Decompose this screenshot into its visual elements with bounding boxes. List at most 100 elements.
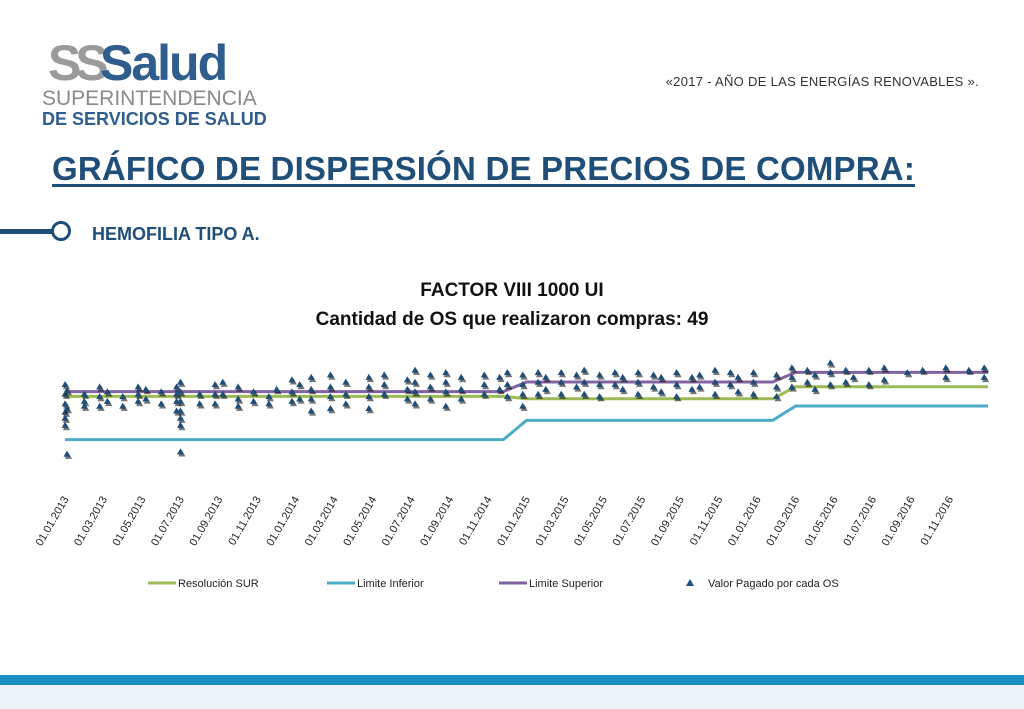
data-point — [157, 388, 165, 395]
data-point — [650, 371, 657, 378]
data-point — [61, 414, 69, 421]
year-motto: «2017 - AÑO DE LAS ENERGÍAS RENOVABLES »… — [665, 74, 979, 89]
data-point — [534, 369, 542, 376]
data-point — [634, 390, 642, 397]
data-point — [726, 369, 734, 376]
data-point — [307, 373, 315, 380]
data-point — [103, 397, 111, 404]
data-point — [650, 383, 657, 390]
data-point — [826, 359, 834, 366]
x-tick-label: 01.07.2013 — [149, 495, 187, 549]
data-point — [63, 450, 71, 457]
data-point — [750, 390, 757, 397]
data-point — [219, 378, 227, 385]
data-point — [673, 381, 680, 388]
data-point — [580, 366, 588, 373]
data-point — [234, 383, 242, 390]
data-point — [176, 414, 184, 421]
data-point — [61, 381, 69, 388]
x-tick-label: 01.07.2014 — [380, 495, 418, 549]
x-tick-label: 01.03.2016 — [764, 495, 802, 549]
line-limite-superior — [65, 370, 988, 394]
data-point — [403, 385, 411, 392]
data-point — [173, 383, 180, 390]
data-point — [596, 371, 603, 378]
data-point — [803, 366, 811, 373]
data-point — [326, 393, 334, 400]
data-point — [265, 393, 273, 400]
x-tick-label: 01.01.2015 — [495, 495, 533, 549]
data-point — [296, 381, 303, 388]
legend-marker — [686, 579, 694, 586]
data-point — [176, 397, 184, 404]
data-point — [307, 395, 315, 402]
x-tick-label: 01.09.2015 — [649, 495, 687, 549]
data-point — [711, 378, 719, 385]
data-point — [234, 402, 242, 409]
data-point — [696, 383, 703, 390]
data-point — [865, 381, 873, 388]
data-point — [865, 366, 873, 373]
data-point — [573, 383, 580, 390]
data-point — [380, 381, 388, 388]
footer-bar — [0, 675, 1024, 685]
data-point — [380, 390, 388, 397]
data-point — [196, 390, 204, 397]
data-point — [142, 395, 150, 402]
data-point — [403, 395, 411, 402]
data-point — [696, 371, 703, 378]
data-point — [296, 395, 303, 402]
logo-word: Salud — [100, 35, 228, 91]
data-point — [503, 393, 511, 400]
data-point — [557, 369, 565, 376]
data-point — [442, 402, 450, 409]
data-point — [63, 387, 71, 394]
data-point — [442, 369, 450, 376]
data-point — [842, 378, 850, 385]
data-point — [657, 388, 665, 395]
data-point — [307, 407, 315, 414]
x-tick-label: 01.09.2013 — [188, 495, 226, 549]
data-point — [542, 385, 550, 392]
data-point — [457, 373, 465, 380]
data-point — [411, 400, 419, 407]
legend-label: Limite Superior — [529, 578, 603, 590]
data-point — [142, 385, 150, 392]
x-tick-label: 01.01.2014 — [264, 495, 302, 549]
data-point — [711, 366, 719, 373]
data-point — [596, 381, 603, 388]
x-tick-label: 01.03.2015 — [534, 495, 572, 549]
data-point — [365, 373, 373, 380]
data-point — [307, 385, 315, 392]
legend-label: Valor Pagado por cada OS — [708, 578, 839, 590]
data-point — [442, 378, 450, 385]
data-point — [811, 385, 819, 392]
data-point — [480, 371, 488, 378]
data-point — [211, 390, 219, 397]
x-tick-label: 01.11.2013 — [226, 495, 264, 548]
data-point — [176, 421, 184, 428]
data-point — [965, 366, 973, 373]
data-point — [96, 383, 104, 390]
data-point — [711, 390, 719, 397]
x-tick-label: 01.11.2014 — [457, 495, 495, 548]
data-point — [326, 405, 334, 412]
data-point — [134, 390, 142, 397]
data-point — [380, 371, 388, 378]
data-point — [534, 378, 542, 385]
data-point — [503, 369, 511, 376]
data-point — [634, 378, 642, 385]
data-point — [157, 400, 165, 407]
data-point — [288, 388, 296, 395]
data-point — [580, 378, 588, 385]
data-point — [657, 373, 665, 380]
data-point — [557, 390, 565, 397]
logo-mark: SS — [48, 35, 109, 91]
x-tick-label: 01.07.2015 — [611, 495, 649, 549]
data-point — [234, 395, 242, 402]
data-point — [480, 381, 488, 388]
data-point — [80, 402, 88, 409]
data-point — [942, 364, 950, 371]
x-tick-label: 01.05.2013 — [111, 495, 149, 549]
